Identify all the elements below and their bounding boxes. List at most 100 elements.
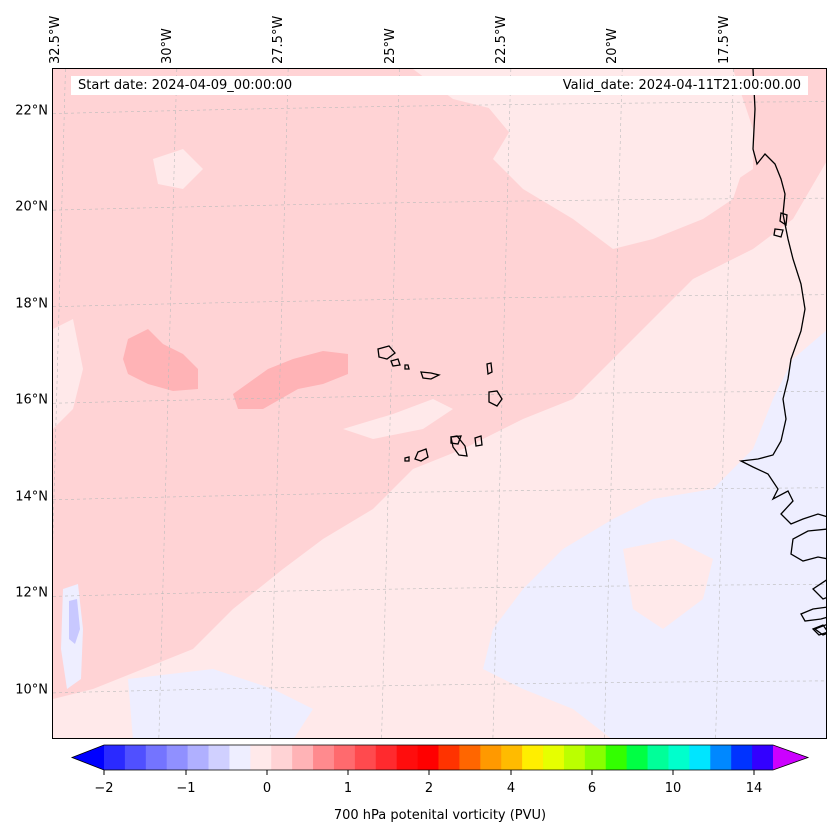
cape-verde-island	[450, 435, 468, 457]
colorbar-tick-label: −1	[176, 781, 196, 796]
field-minimum-region	[483, 330, 826, 738]
cape-verde-island	[377, 345, 396, 360]
field-deep-minimum	[69, 599, 80, 644]
longitude-tick-label: 32.5°W	[48, 4, 66, 64]
colorbar-segment	[543, 745, 565, 770]
meridian-gridline	[492, 69, 512, 738]
colorbar-tick-label: 4	[506, 781, 516, 796]
africa-coastline	[813, 624, 826, 636]
colorbar-tick-label: 10	[664, 781, 682, 796]
colorbar-segment	[292, 745, 314, 770]
colorbar-segment	[668, 745, 690, 770]
coastal-island	[773, 228, 784, 238]
cape-verde-island	[404, 364, 410, 370]
cape-verde-island	[404, 456, 410, 462]
colorbar-segment	[375, 745, 398, 770]
latitude-tick-label: 12°N	[15, 585, 48, 601]
colorbar-segment	[480, 745, 502, 770]
cape-verde-island	[488, 390, 503, 407]
longitude-tick-text: 30°W	[159, 28, 175, 64]
longitude-tick-label: 25°W	[382, 4, 401, 64]
colorbar-segment	[396, 745, 419, 770]
longitude-tick-label: 17.5°W	[716, 4, 735, 64]
colorbar-tick-label: 14	[745, 781, 763, 796]
longitude-tick-label: 20°W	[605, 4, 623, 64]
colorbar-segment	[584, 745, 607, 770]
colorbar-segment	[145, 745, 168, 770]
colorbar-tick-label: 0	[262, 781, 272, 796]
colorbar-segments	[70, 744, 810, 771]
colorbar-segment	[626, 745, 649, 770]
field-band-gap	[343, 399, 453, 439]
longitude-tick-label: 22.5°W	[493, 4, 512, 64]
pv-field	[53, 69, 826, 738]
colorbar-segment	[354, 745, 377, 770]
parallel-gridline	[53, 294, 826, 308]
field-band-gap	[413, 69, 743, 249]
parallel-gridline	[53, 390, 826, 404]
africa-coastline	[790, 528, 826, 562]
longitude-tick-text: 32.5°W	[48, 15, 64, 64]
parallel-gridline	[53, 487, 826, 501]
coastline	[377, 69, 826, 636]
colorbar-over-arrow	[773, 745, 808, 770]
colorbar-segment	[605, 745, 628, 770]
colorbar-tick-label: 1	[343, 781, 353, 796]
latitude-tick-label: 18°N	[15, 296, 48, 312]
colorbar	[70, 744, 810, 775]
colorbar-ticks	[103, 770, 755, 775]
colorbar-segment	[438, 745, 460, 770]
longitude-tick-text: 20°W	[605, 28, 621, 64]
cape-verde-island	[486, 362, 493, 376]
latitude-tick-label: 14°N	[15, 489, 48, 505]
africa-coastline	[800, 606, 826, 622]
longitude-tick-text: 25°W	[382, 28, 398, 64]
colorbar-segment	[689, 745, 711, 770]
meridian-gridline	[603, 69, 623, 738]
field-maximum-region	[233, 351, 348, 409]
longitude-tick-text: 27.5°W	[271, 15, 287, 64]
meridian-gridline	[715, 69, 734, 738]
colorbar-segment	[166, 745, 189, 770]
gridlines	[53, 69, 826, 738]
cape-verde-island	[414, 448, 429, 462]
colorbar-tick-label: −2	[94, 781, 114, 796]
longitude-tick-label: 27.5°W	[271, 4, 289, 64]
map-canvas	[53, 69, 826, 738]
africa-coastline	[738, 69, 826, 525]
longitude-tick-text: 17.5°W	[716, 15, 732, 64]
field-minimum-region	[128, 669, 313, 738]
africa-coastline	[811, 579, 826, 600]
colorbar-segment	[187, 745, 210, 770]
colorbar-segment	[250, 745, 272, 770]
latitude-tick-label: 20°N	[15, 199, 48, 215]
colorbar-segment	[522, 745, 544, 770]
start-date-label: Start date: 2024-04-09_00:00:00	[71, 76, 555, 95]
colorbar-tick-label: 6	[587, 781, 597, 796]
coastal-island	[779, 212, 788, 227]
colorbar-under-arrow	[72, 745, 104, 770]
colorbar-title: 700 hPa potenital vorticity (PVU)	[333, 808, 547, 823]
colorbar-segment	[563, 745, 586, 770]
latitude-tick-label: 10°N	[15, 682, 48, 698]
field-band-gap	[153, 149, 203, 189]
colorbar-segment	[647, 745, 669, 770]
longitude-tick-label: 30°W	[159, 4, 178, 64]
parallel-gridline	[53, 584, 826, 597]
parallel-gridline	[53, 101, 826, 114]
field-minimum-region	[623, 539, 713, 629]
field-maximum-region	[123, 329, 198, 391]
colorbar-segment	[731, 745, 753, 770]
colorbar-segment	[104, 745, 126, 770]
colorbar-segment	[333, 745, 356, 770]
colorbar-segment	[501, 745, 523, 770]
parallel-gridline	[53, 680, 826, 694]
cape-verde-island	[420, 371, 441, 380]
longitude-tick-text: 22.5°W	[493, 15, 509, 64]
latitude-tick-label: 22°N	[15, 103, 48, 119]
colorbar-segment	[752, 745, 774, 770]
parallel-gridline	[53, 197, 826, 211]
map-frame	[52, 68, 827, 739]
colorbar-segment	[710, 745, 732, 770]
cape-verde-island	[390, 358, 401, 367]
